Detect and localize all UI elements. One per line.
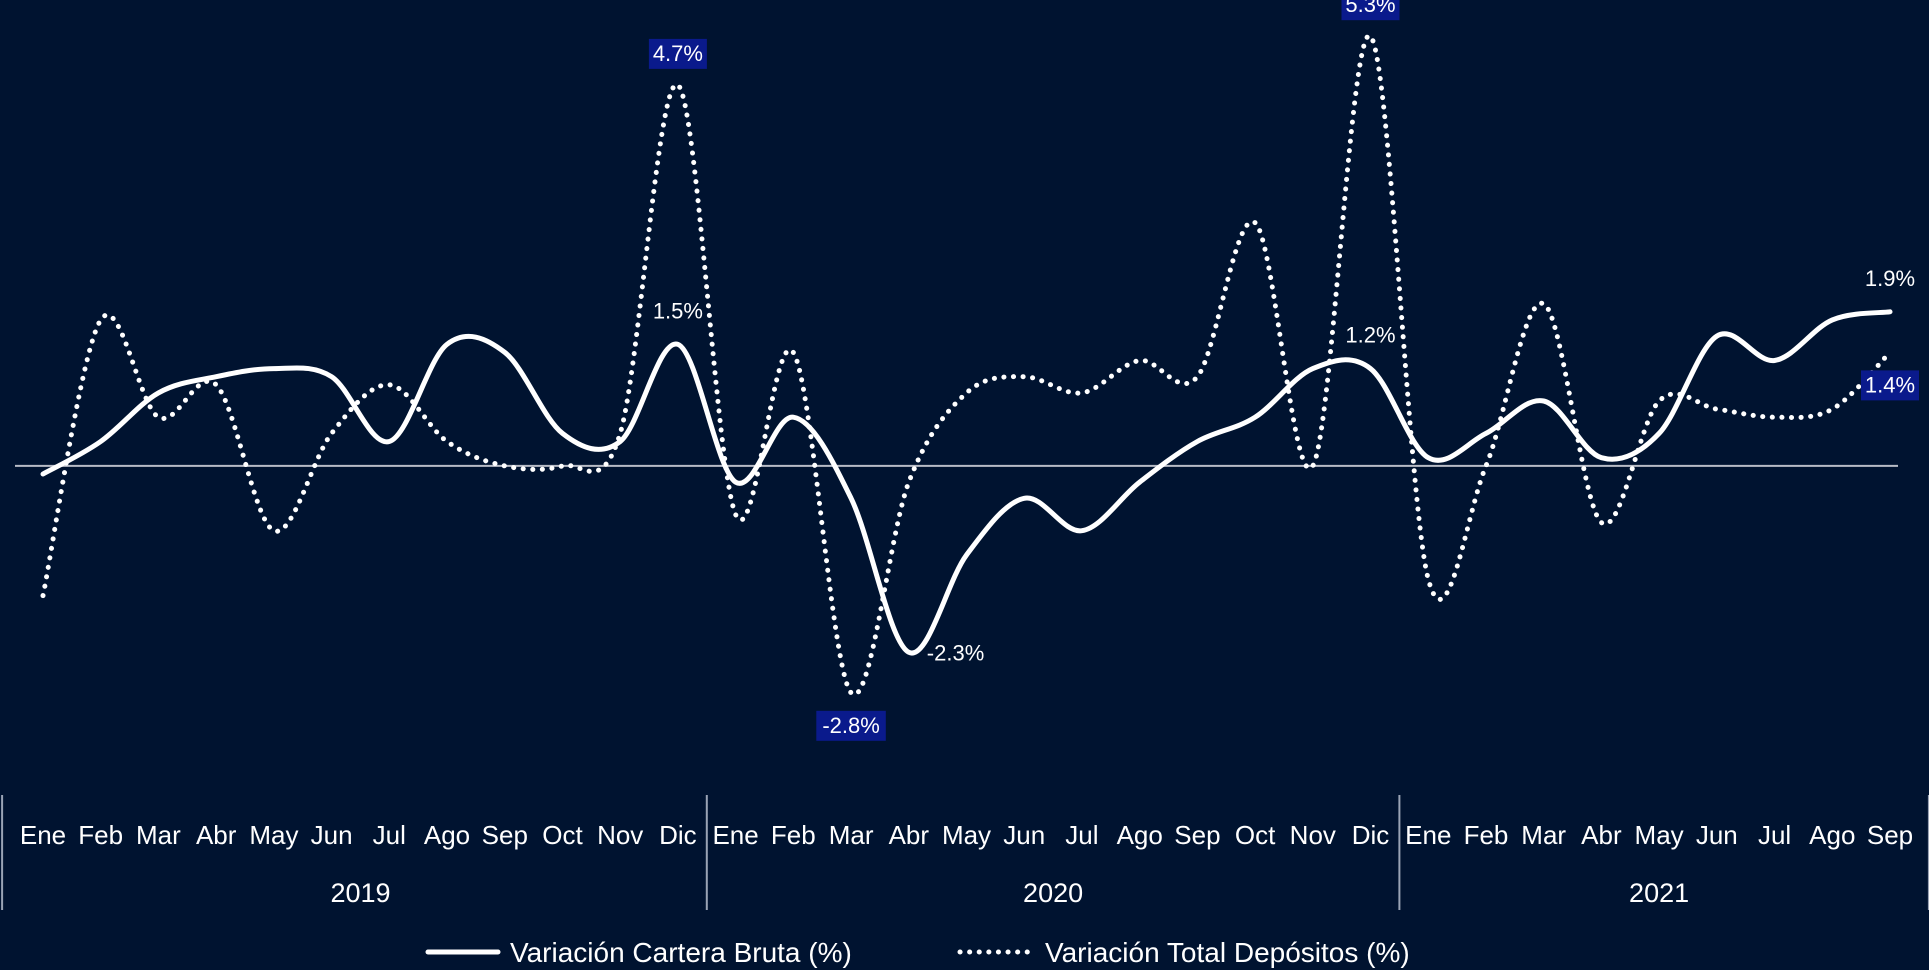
data-label: 1.9%: [1865, 266, 1915, 291]
data-label: -2.8%: [822, 713, 879, 738]
x-tick-label: Feb: [78, 820, 123, 850]
x-tick-label: Sep: [482, 820, 528, 850]
x-tick-label: Ago: [424, 820, 470, 850]
data-label-box: [816, 710, 886, 741]
year-label-2020: 2020: [1023, 878, 1083, 908]
data-label: -2.3%: [927, 640, 984, 665]
series-line-cartera: [40, 309, 1893, 656]
data-label: 4.7%: [653, 41, 703, 66]
data-label: 1.2%: [1345, 323, 1395, 348]
depositos-point-10: [618, 431, 622, 435]
x-tick-label: Dic: [659, 820, 697, 850]
x-tick-label: May: [1635, 820, 1684, 850]
x-tick-label: Mar: [1521, 820, 1566, 850]
x-tick-label: Jun: [1003, 820, 1045, 850]
x-tick-label: Nov: [597, 820, 643, 850]
x-tick-label: Feb: [1464, 820, 1509, 850]
x-tick-label: Ago: [1809, 820, 1855, 850]
depositos-point-4: [272, 529, 276, 533]
depositos-point-32: [1888, 350, 1892, 354]
x-tick-label: Jul: [1758, 820, 1791, 850]
x-tick-label: Abr: [196, 820, 237, 850]
x-tick-label: Abr: [1581, 820, 1622, 850]
x-tick-label: Oct: [542, 820, 583, 850]
x-tick-label: May: [942, 820, 991, 850]
x-tick-label: Mar: [136, 820, 181, 850]
x-tick-label: Sep: [1174, 820, 1220, 850]
x-tick-label: Sep: [1867, 820, 1913, 850]
legend-label-cartera: Variación Cartera Bruta (%): [510, 937, 852, 968]
x-tick-label: Ene: [712, 820, 758, 850]
x-tick-label: Oct: [1235, 820, 1276, 850]
x-tick-label: Jun: [1696, 820, 1738, 850]
data-label: 5.3%: [1345, 0, 1395, 17]
x-tick-label: Mar: [829, 820, 874, 850]
x-tick-label: Feb: [771, 820, 816, 850]
x-tick-label: Abr: [889, 820, 930, 850]
depositos-point-28: [1657, 399, 1661, 403]
year-label-2019: 2019: [330, 878, 390, 908]
legend: Variación Cartera Bruta (%) Variación To…: [425, 937, 1410, 968]
x-tick-label: Ene: [20, 820, 66, 850]
data-label-box: [648, 38, 707, 69]
x-tick-label: Nov: [1290, 820, 1336, 850]
x-tick-label: Ago: [1117, 820, 1163, 850]
data-labels: 4.7% 1.5% -2.8% -2.3% 5.3% 1.2% 1.9% 1.4%: [648, 0, 1919, 741]
data-label-box: [1341, 0, 1400, 21]
plot-area: [15, 33, 1898, 698]
legend-label-depositos: Variación Total Depósitos (%): [1045, 937, 1410, 968]
year-label-2021: 2021: [1629, 878, 1689, 908]
x-tick-label: Jul: [1065, 820, 1098, 850]
data-label: 1.4%: [1865, 372, 1915, 397]
x-tick-label: Dic: [1352, 820, 1390, 850]
data-label: 1.5%: [653, 298, 703, 323]
data-label-box: [1861, 370, 1919, 401]
series-line-depositos: [40, 33, 1893, 698]
x-axis: Ene Feb Mar Abr May Jun Jul Ago Sep Oct Nov Dic Ene F…: [1, 795, 1929, 910]
x-tick-label: Jul: [373, 820, 406, 850]
x-tick-label: May: [249, 820, 298, 850]
x-tick-label: Ene: [1405, 820, 1451, 850]
x-tick-label: Jun: [311, 820, 353, 850]
